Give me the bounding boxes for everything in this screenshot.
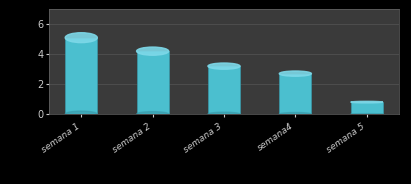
Ellipse shape xyxy=(208,112,240,116)
Bar xyxy=(279,74,312,114)
Ellipse shape xyxy=(279,112,312,116)
Bar xyxy=(351,102,383,114)
Bar xyxy=(208,66,240,114)
Ellipse shape xyxy=(351,101,383,103)
Bar xyxy=(136,51,169,114)
Ellipse shape xyxy=(65,33,97,43)
Ellipse shape xyxy=(136,112,169,116)
Ellipse shape xyxy=(65,111,97,117)
Ellipse shape xyxy=(351,114,383,115)
Ellipse shape xyxy=(208,63,240,69)
Ellipse shape xyxy=(279,71,312,76)
Bar xyxy=(65,38,97,114)
Ellipse shape xyxy=(136,47,169,55)
